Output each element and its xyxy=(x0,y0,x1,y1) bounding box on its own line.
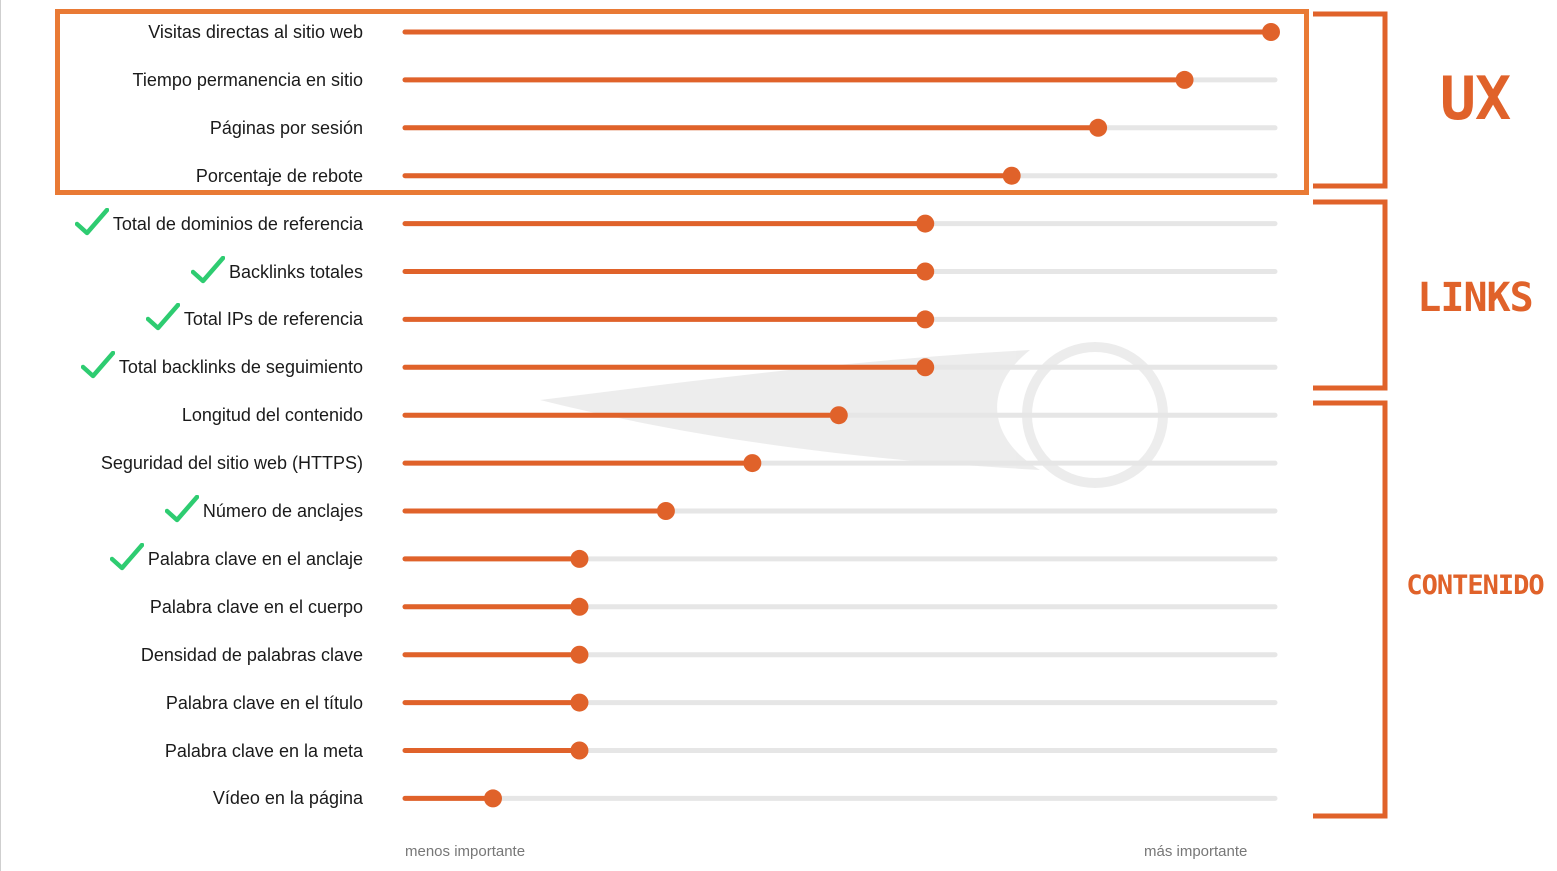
label-visitas-directas-al-sitio-web: Visitas directas al sitio web xyxy=(148,22,363,42)
label-seguridad-del-sitio-web-https: Seguridad del sitio web (HTTPS) xyxy=(100,453,363,474)
point-densidad-de-palabras-clave xyxy=(570,645,589,664)
point-numero-de-anclajes xyxy=(656,502,675,520)
label-video-en-la-pagina: Vídeo en la página xyxy=(212,788,363,809)
point-paginas-por-sesion xyxy=(1089,118,1108,137)
label-total-de-dominios-de-referencia: Total de dominios de referencia xyxy=(112,213,363,234)
bracket-contenido xyxy=(1313,400,1388,819)
bracket-ux xyxy=(1313,11,1388,189)
point-visitas-directas-al-sitio-web xyxy=(1262,23,1280,41)
point-palabra-clave-en-el-anclaje xyxy=(570,549,589,568)
label-palabra-clave-en-la-meta: Palabra clave en la meta xyxy=(164,740,363,761)
point-total-backlinks-de-seguimiento xyxy=(916,358,935,377)
ux-highlight-box xyxy=(55,9,1309,195)
group-label-ux: UX xyxy=(1439,64,1511,134)
axis-label-max: más importante xyxy=(1144,843,1248,860)
point-total-de-dominios-de-referencia xyxy=(916,214,935,233)
point-porcentaje-de-rebote xyxy=(1002,166,1021,185)
point-total-ips-de-referencia xyxy=(916,310,935,329)
check-icon xyxy=(145,303,180,331)
point-seguridad-del-sitio-web-https xyxy=(743,454,762,473)
label-numero-de-anclajes: Número de anclajes xyxy=(202,501,363,521)
point-longitud-del-contenido xyxy=(829,406,848,425)
label-densidad-de-palabras-clave: Densidad de palabras clave xyxy=(140,644,363,665)
point-palabra-clave-en-el-cuerpo xyxy=(570,597,589,616)
group-label-contenido: CONTENIDO xyxy=(1406,570,1544,601)
label-palabra-clave-en-el-anclaje: Palabra clave en el anclaje xyxy=(147,548,363,569)
axis-label-min: menos importante xyxy=(405,843,526,860)
label-palabra-clave-en-el-cuerpo: Palabra clave en el cuerpo xyxy=(149,596,363,617)
point-tiempo-permanencia-en-sitio xyxy=(1175,70,1194,89)
check-icon xyxy=(74,207,109,235)
check-icon xyxy=(190,255,225,283)
label-longitud-del-contenido: Longitud del contenido xyxy=(181,405,363,426)
point-video-en-la-pagina xyxy=(484,789,502,808)
label-total-backlinks-de-seguimiento: Total backlinks de seguimiento xyxy=(118,357,363,378)
point-backlinks-totales xyxy=(916,262,935,281)
point-palabra-clave-en-la-meta xyxy=(570,741,589,760)
label-total-ips-de-referencia: Total IPs de referencia xyxy=(183,309,363,330)
check-icon xyxy=(109,542,144,571)
check-icon xyxy=(80,351,115,379)
group-label-links: LINKS xyxy=(1417,275,1533,321)
check-icon xyxy=(164,495,199,523)
label-palabra-clave-en-el-titulo: Palabra clave en el título xyxy=(165,692,363,713)
label-paginas-por-sesion: Páginas por sesión xyxy=(209,117,363,138)
point-palabra-clave-en-el-titulo xyxy=(570,693,589,712)
bracket-links xyxy=(1313,199,1388,391)
left-border-line xyxy=(0,0,1,871)
label-tiempo-permanencia-en-sitio: Tiempo permanencia en sitio xyxy=(132,69,363,90)
label-backlinks-totales: Backlinks totales xyxy=(228,261,363,282)
label-porcentaje-de-rebote: Porcentaje de rebote xyxy=(195,165,363,186)
